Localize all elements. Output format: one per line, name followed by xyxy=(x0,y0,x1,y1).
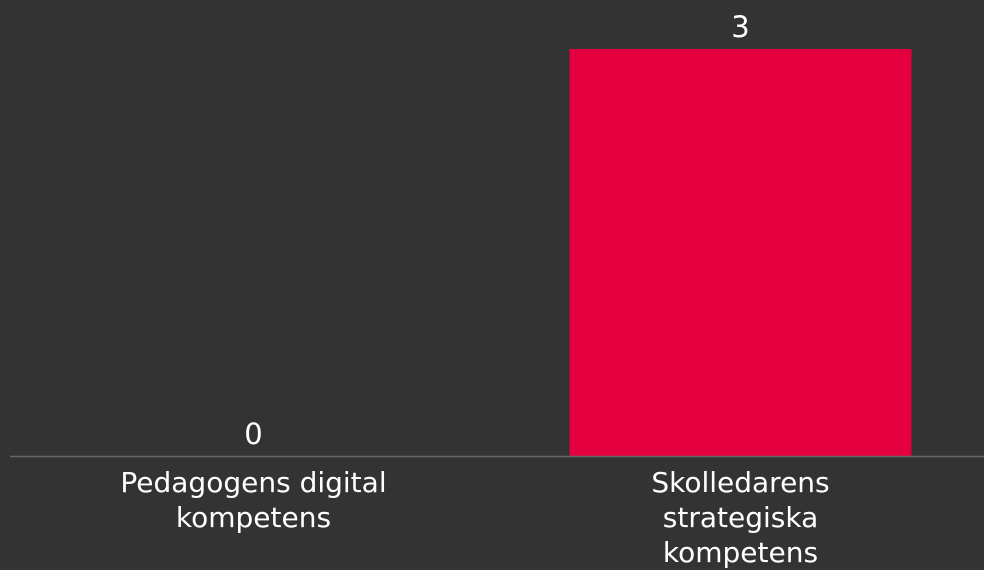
value-labels: 03 xyxy=(244,10,749,451)
value-label-2: 3 xyxy=(731,10,749,44)
x-tick-label-line: kompetens xyxy=(663,536,818,569)
x-tick-label-2: Skolledarens strategiska kompetens xyxy=(651,466,829,569)
value-label-1: 0 xyxy=(244,417,262,451)
x-tick-label-line: Pedagogens digital xyxy=(120,466,386,499)
x-tick-label-line: strategiska xyxy=(663,501,818,534)
bars xyxy=(569,49,912,456)
x-tick-label-1: Pedagogens digital kompetens xyxy=(120,466,386,534)
x-tick-label-line: Skolledarens xyxy=(651,466,829,499)
bar-2 xyxy=(569,49,912,456)
x-tick-label-line: kompetens xyxy=(176,501,331,534)
